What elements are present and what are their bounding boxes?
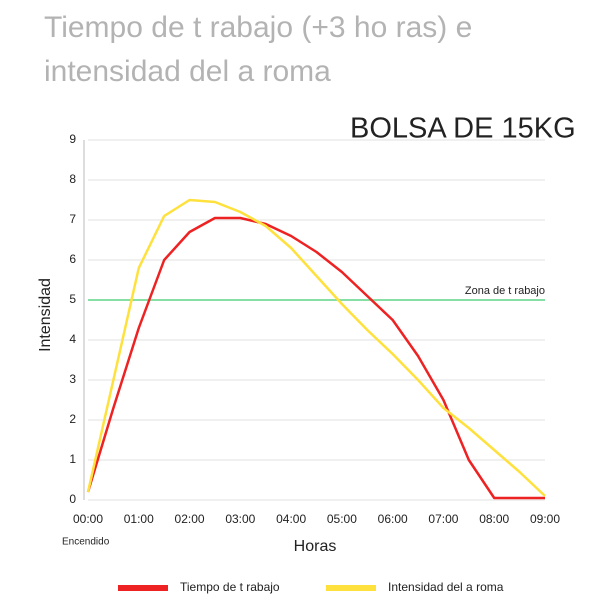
y-tick-label: 2 xyxy=(69,412,76,426)
y-axis-label: Intensidad xyxy=(37,278,54,352)
x-tick-label: 08:00 xyxy=(479,512,509,526)
y-tick-label: 6 xyxy=(69,252,76,266)
y-tick-label: 5 xyxy=(69,292,76,306)
x-tick-label: 04:00 xyxy=(276,512,306,526)
x-tick-label: 05:00 xyxy=(327,512,357,526)
x-tick-label: 02:00 xyxy=(175,512,205,526)
x-tick-label: 06:00 xyxy=(378,512,408,526)
legend-label: Tiempo de t rabajo xyxy=(180,580,280,594)
x-tick-label: 01:00 xyxy=(124,512,154,526)
y-tick-label: 3 xyxy=(69,372,76,386)
y-tick-label: 9 xyxy=(69,132,76,146)
line-series xyxy=(86,216,545,500)
reference-label: Zona de t rabajo xyxy=(465,285,545,297)
x-tick-label: 09:00 xyxy=(530,512,560,526)
y-tick-label: 8 xyxy=(69,172,76,186)
y-tick-label: 4 xyxy=(69,332,76,346)
x-tick-label: 00:00 xyxy=(73,512,103,526)
chart-title: Tiempo de t rabajo (+3 ho ras) e intensi… xyxy=(44,11,473,88)
annotation: Encendido xyxy=(62,537,110,548)
y-tick-label: 1 xyxy=(69,452,76,466)
x-tick-label: 07:00 xyxy=(428,512,458,526)
y-tick-label: 7 xyxy=(69,212,76,226)
legend-label: Intensidad del a roma xyxy=(388,580,504,594)
y-tick-label: 0 xyxy=(69,492,76,506)
x-axis-label: Horas xyxy=(294,538,337,555)
x-tick-label: 03:00 xyxy=(225,512,255,526)
line-series xyxy=(86,198,546,497)
chart-subtitle: BOLSA DE 15KG xyxy=(350,113,576,145)
